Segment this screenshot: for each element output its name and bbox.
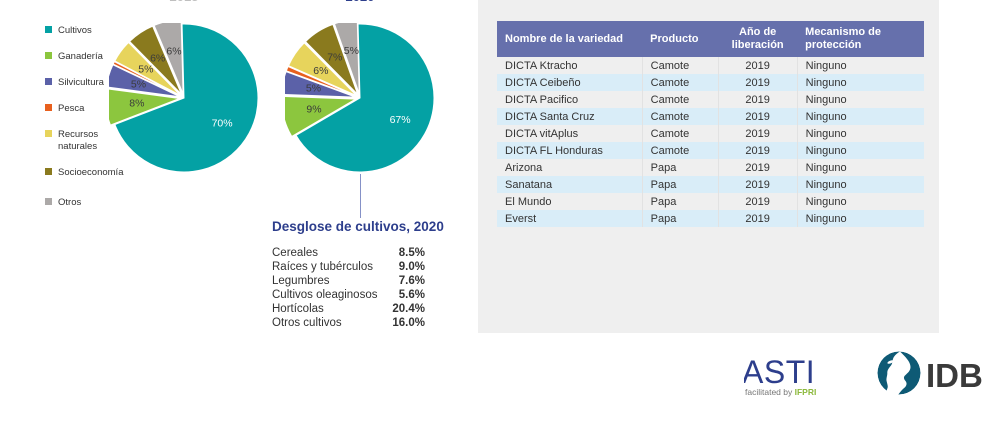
- svg-text:5%: 5%: [344, 45, 359, 57]
- svg-text:5%: 5%: [306, 83, 321, 95]
- svg-text:facilitated by IFPRI: facilitated by IFPRI: [745, 387, 816, 397]
- svg-text:IDB: IDB: [926, 357, 983, 394]
- svg-text:9%: 9%: [306, 103, 321, 115]
- svg-text:8%: 8%: [129, 97, 144, 109]
- svg-text:5%: 5%: [138, 63, 153, 75]
- svg-text:70%: 70%: [212, 117, 233, 129]
- svg-text:5%: 5%: [131, 78, 146, 90]
- svg-text:6%: 6%: [150, 52, 165, 64]
- svg-text:7%: 7%: [327, 52, 342, 64]
- svg-text:6%: 6%: [166, 45, 181, 57]
- svg-text:6%: 6%: [313, 65, 328, 77]
- svg-text:67%: 67%: [390, 114, 411, 126]
- svg-text:ASTI: ASTI: [744, 354, 815, 390]
